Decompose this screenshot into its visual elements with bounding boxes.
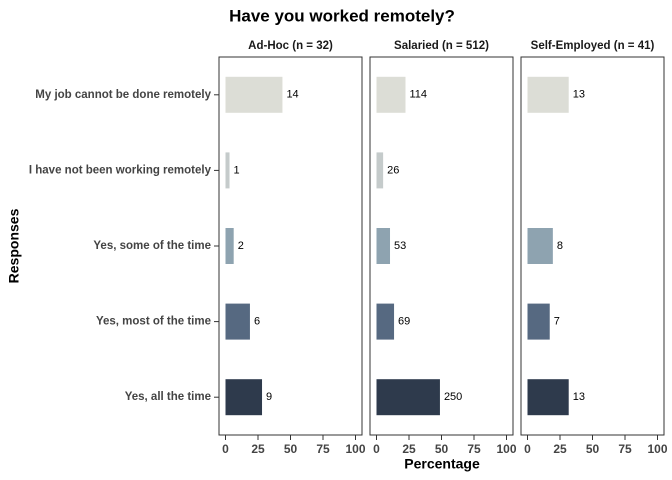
facet-title: Self-Employed (n = 41) <box>531 40 655 52</box>
value-label: 114 <box>409 89 427 101</box>
y-tick-label: Yes, all the time <box>125 391 211 403</box>
value-label: 26 <box>387 164 399 176</box>
y-tick-label: Yes, most of the time <box>96 316 211 328</box>
x-tick-label: 75 <box>467 442 481 456</box>
bar <box>376 303 395 340</box>
x-tick-label: 100 <box>647 442 667 456</box>
x-tick-label: 50 <box>435 442 449 456</box>
x-tick-label: 25 <box>553 442 567 456</box>
x-tick-label: 100 <box>496 442 516 456</box>
y-tick-label: My job cannot be done remotely <box>35 89 211 101</box>
value-label: 8 <box>557 240 563 252</box>
x-tick-label: 0 <box>524 442 531 456</box>
x-tick-label: 75 <box>618 442 632 456</box>
chart-title: Have you worked remotely? <box>229 6 455 25</box>
bar <box>225 228 234 264</box>
value-label: 1 <box>234 164 240 176</box>
x-tick-label: 25 <box>402 442 416 456</box>
y-tick-label: I have not been working remotely <box>29 164 212 176</box>
bar <box>376 228 391 264</box>
x-axis-title: Percentage <box>404 456 480 472</box>
x-tick-label: 50 <box>586 442 600 456</box>
bar <box>527 228 553 264</box>
bar <box>225 303 250 340</box>
x-tick-label: 50 <box>284 442 298 456</box>
x-tick-label: 75 <box>316 442 330 456</box>
bar <box>376 152 384 189</box>
value-label: 7 <box>554 316 560 328</box>
facet-title: Salaried (n = 512) <box>394 40 489 52</box>
value-label: 13 <box>573 391 585 403</box>
facet-title: Ad-Hoc (n = 32) <box>248 40 333 52</box>
value-label: 2 <box>238 240 244 252</box>
panel-border <box>218 56 363 436</box>
bar <box>376 379 440 416</box>
x-tick-label: 0 <box>222 442 229 456</box>
value-label: 14 <box>286 89 298 101</box>
value-label: 6 <box>254 316 260 328</box>
bar <box>225 152 230 189</box>
y-tick-label: Yes, some of the time <box>93 240 211 252</box>
x-tick-label: 25 <box>251 442 265 456</box>
panel-border <box>520 56 665 436</box>
value-label: 250 <box>444 391 462 403</box>
bar <box>225 76 283 113</box>
value-label: 53 <box>394 240 406 252</box>
bar <box>527 303 550 340</box>
bar <box>225 379 263 416</box>
x-tick-label: 0 <box>373 442 380 456</box>
bar <box>376 76 406 113</box>
y-axis-title: Responses <box>6 208 22 283</box>
x-tick-label: 100 <box>345 442 365 456</box>
value-label: 9 <box>266 391 272 403</box>
bar <box>527 379 569 416</box>
bar <box>527 76 569 113</box>
panel-border <box>369 56 514 436</box>
value-label: 13 <box>573 89 585 101</box>
value-label: 69 <box>398 316 410 328</box>
